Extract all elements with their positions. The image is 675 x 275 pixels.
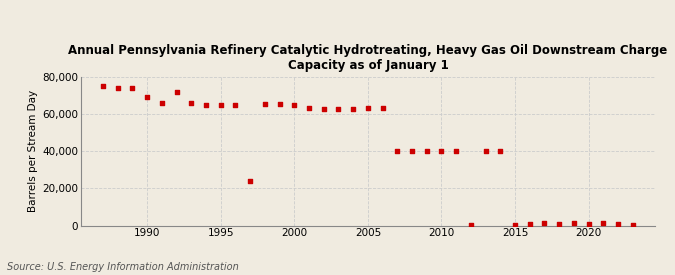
Point bbox=[304, 105, 315, 110]
Point bbox=[245, 179, 256, 183]
Point bbox=[480, 149, 491, 153]
Point bbox=[362, 105, 373, 110]
Point bbox=[259, 102, 270, 106]
Point bbox=[539, 221, 550, 225]
Text: Source: U.S. Energy Information Administration: Source: U.S. Energy Information Administ… bbox=[7, 262, 238, 272]
Point bbox=[274, 102, 285, 106]
Point bbox=[333, 106, 344, 111]
Point bbox=[524, 221, 535, 226]
Point bbox=[157, 101, 167, 105]
Point bbox=[613, 221, 624, 226]
Point bbox=[510, 222, 520, 227]
Title: Annual Pennsylvania Refinery Catalytic Hydrotreating, Heavy Gas Oil Downstream C: Annual Pennsylvania Refinery Catalytic H… bbox=[68, 44, 668, 72]
Point bbox=[568, 221, 579, 225]
Point bbox=[127, 86, 138, 90]
Point bbox=[215, 103, 226, 107]
Point bbox=[98, 84, 109, 89]
Point bbox=[406, 149, 417, 153]
Point bbox=[554, 221, 564, 226]
Point bbox=[289, 103, 300, 107]
Point bbox=[200, 103, 211, 107]
Point bbox=[319, 106, 329, 111]
Y-axis label: Barrels per Stream Day: Barrels per Stream Day bbox=[28, 90, 38, 212]
Point bbox=[495, 149, 506, 153]
Point bbox=[348, 106, 358, 111]
Point bbox=[377, 105, 388, 110]
Point bbox=[436, 149, 447, 153]
Point bbox=[142, 95, 153, 100]
Point bbox=[171, 90, 182, 94]
Point bbox=[112, 86, 123, 90]
Point bbox=[598, 221, 609, 225]
Point bbox=[583, 221, 594, 226]
Point bbox=[230, 103, 241, 107]
Point bbox=[466, 222, 477, 227]
Point bbox=[392, 149, 403, 153]
Point bbox=[627, 222, 638, 227]
Point bbox=[186, 101, 196, 105]
Point bbox=[451, 149, 462, 153]
Point bbox=[421, 149, 432, 153]
